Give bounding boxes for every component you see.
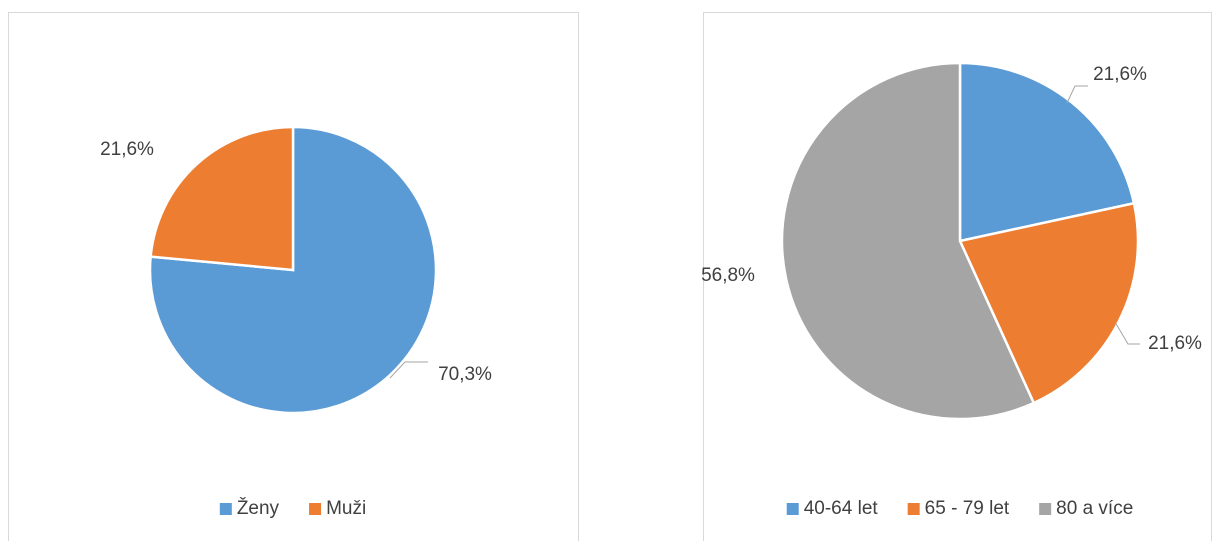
chart-frame [8,12,579,541]
pie-slice [149,125,295,272]
pie-slice [780,61,1036,421]
legend-label: 40-64 let [804,498,879,519]
pie-slice [958,201,1140,405]
pie-slice [148,125,438,415]
leader-line [1066,85,1088,104]
data-label: 21,6% [1148,333,1202,354]
legend-label: Ženy [237,497,280,519]
legend-swatch [309,503,322,515]
chart-frame [703,12,1212,541]
data-label: 21,6% [1093,64,1147,85]
data-label: 70,3% [438,364,492,385]
legend-swatch [1039,503,1052,515]
legend-swatch [219,503,232,515]
legend-label: 65 - 79 let [925,498,1010,519]
data-label: 56,8% [701,265,755,286]
pie-slice [958,61,1136,243]
legend-swatch [786,503,799,515]
data-label: 21,6% [100,139,154,160]
legend-label: 80 a více [1056,498,1133,519]
legend-label: Muži [326,498,366,519]
legend-swatch [907,503,920,515]
leader-line [1114,321,1140,345]
leader-line [389,361,428,379]
